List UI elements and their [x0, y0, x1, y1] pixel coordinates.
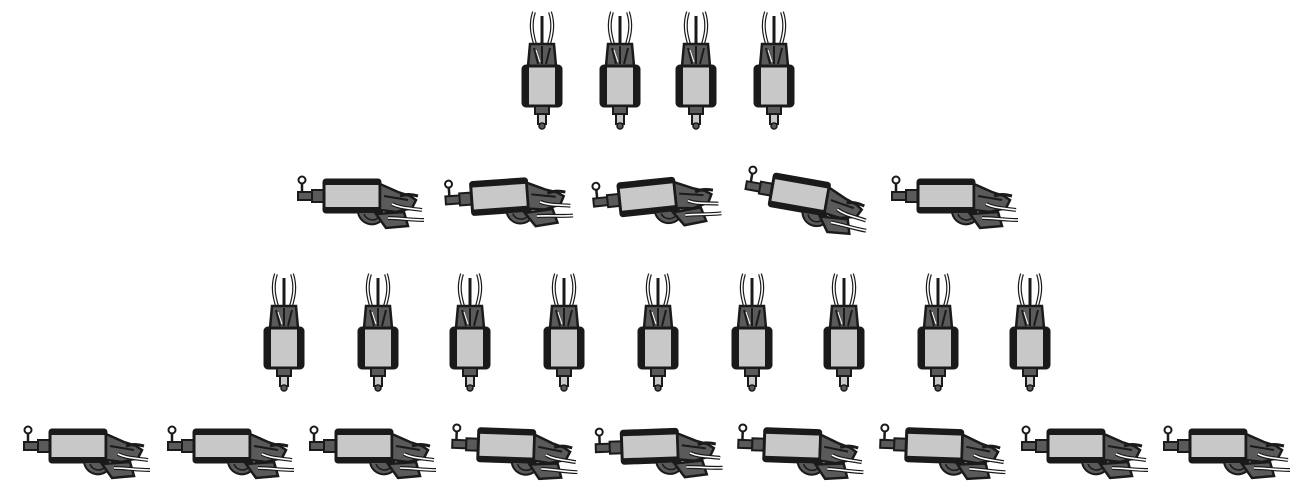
- stepper-motor-lying-icon: [308, 424, 438, 482]
- stepper-motor-lying-icon: [442, 170, 576, 235]
- stepper-motor-upright-icon: [752, 10, 796, 131]
- stepper-motor-lying-icon: [296, 174, 426, 232]
- stepper-motor-lying-icon: [878, 424, 1008, 482]
- stepper-motor-lying-icon: [22, 424, 152, 482]
- stepper-motor-upright-icon: [520, 10, 564, 131]
- stepper-motor-upright-icon: [636, 272, 680, 393]
- stepper-motor-lying-icon: [890, 174, 1020, 232]
- stepper-motor-upright-icon: [730, 272, 774, 393]
- stepper-motor-lying-icon: [738, 163, 876, 241]
- stepper-motor-lying-icon: [594, 424, 724, 482]
- stepper-motor-lying-icon: [1020, 424, 1150, 482]
- stepper-motor-upright-icon: [356, 272, 400, 393]
- stepper-motor-lying-icon: [736, 424, 866, 482]
- stepper-motor-lying-icon: [1162, 424, 1292, 482]
- stepper-motor-upright-icon: [674, 10, 718, 131]
- stepper-motor-upright-icon: [1008, 272, 1052, 393]
- stepper-motor-upright-icon: [822, 272, 866, 393]
- stepper-motor-upright-icon: [598, 10, 642, 131]
- stepper-motor-lying-icon: [450, 424, 580, 482]
- stepper-motor-upright-icon: [448, 272, 492, 393]
- stepper-motor-upright-icon: [916, 272, 960, 393]
- stepper-motor-lying-icon: [589, 168, 725, 237]
- stepper-motor-upright-icon: [262, 272, 306, 393]
- stepper-motor-lying-icon: [166, 424, 296, 482]
- stepper-motor-upright-icon: [542, 272, 586, 393]
